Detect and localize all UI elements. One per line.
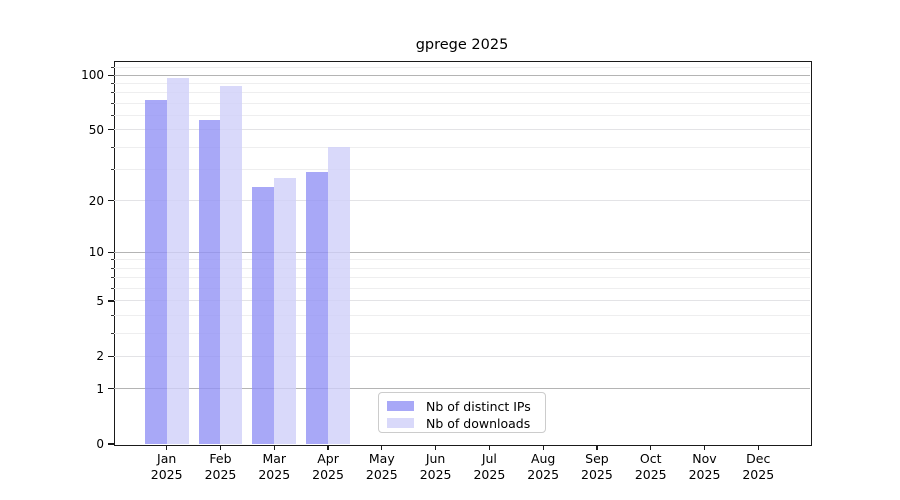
y-tick-mark <box>108 355 114 357</box>
gridline-labeled <box>114 355 810 357</box>
gridline-major <box>114 251 810 253</box>
y-tick-mark-minor <box>111 277 114 279</box>
y-tick-label: 5 <box>96 293 104 308</box>
gridline-minor <box>114 114 810 116</box>
legend-swatch-distinct-ips <box>387 401 414 411</box>
gridline-minor <box>114 146 810 148</box>
x-tick-label-dec: Dec 2025 <box>742 451 775 482</box>
gridline-labeled <box>114 200 810 202</box>
y-tick-label: 10 <box>88 245 104 260</box>
x-tick-mark <box>166 445 168 450</box>
x-tick-label-may: May 2025 <box>365 451 398 482</box>
y-tick-label: 100 <box>81 68 104 83</box>
x-tick-label-oct: Oct 2025 <box>634 451 667 482</box>
y-tick-mark-minor <box>111 287 114 289</box>
legend-item-distinct-ips: Nb of distinct IPs <box>387 398 537 414</box>
gridline-labeled <box>114 300 810 302</box>
x-tick-label-jul: Jul 2025 <box>473 451 506 482</box>
y-tick-label: 20 <box>88 193 104 208</box>
x-tick-mark <box>273 445 275 450</box>
legend: Nb of distinct IPs Nb of downloads <box>378 392 546 433</box>
gridline-minor <box>114 102 810 104</box>
y-tick-mark-minor <box>111 114 114 116</box>
bar-mar-distinct-ips <box>252 186 275 444</box>
gridline-major <box>114 74 810 76</box>
bar-jan-distinct-ips <box>144 100 167 444</box>
x-tick-label-sep: Sep 2025 <box>581 451 613 482</box>
y-tick-mark-minor <box>111 83 114 84</box>
gridline-minor <box>114 169 810 171</box>
x-tick-mark <box>650 445 652 450</box>
bar-feb-downloads <box>220 86 243 444</box>
legend-swatch-downloads <box>387 418 414 428</box>
x-tick-mark <box>596 445 598 450</box>
gridline-minor <box>114 259 810 261</box>
x-tick-label-mar: Mar 2025 <box>258 451 291 482</box>
gridline-minor <box>114 67 810 69</box>
bar-mar-downloads <box>274 177 297 444</box>
y-tick-label: 2 <box>96 349 104 364</box>
gridline-minor <box>114 314 810 316</box>
gridline-major <box>114 388 810 389</box>
x-tick-label-apr: Apr 2025 <box>312 451 344 482</box>
legend-item-downloads: Nb of downloads <box>387 415 537 431</box>
x-tick-mark <box>327 445 329 450</box>
y-tick-mark <box>108 129 114 131</box>
y-tick-mark-minor <box>111 146 114 148</box>
gridline-minor <box>114 83 810 84</box>
y-tick-mark-minor <box>111 259 114 261</box>
x-tick-mark <box>381 445 383 450</box>
y-tick-mark <box>108 300 114 302</box>
y-tick-mark-minor <box>111 92 114 94</box>
y-tick-mark <box>108 74 114 76</box>
legend-label-downloads: Nb of downloads <box>426 415 531 431</box>
bar-jan-downloads <box>166 78 189 444</box>
y-tick-label: 50 <box>88 122 104 137</box>
gridline-minor <box>114 267 810 269</box>
y-tick-mark <box>108 251 114 254</box>
y-tick-mark-minor <box>111 169 114 171</box>
legend-label-distinct-ips: Nb of distinct IPs <box>426 398 531 414</box>
y-tick-label: 1 <box>96 381 104 396</box>
x-tick-label-jan: Jan 2025 <box>150 451 183 482</box>
y-tick-mark-minor <box>111 332 114 334</box>
chart-title: gprege 2025 <box>415 37 509 53</box>
y-tick-mark-minor <box>111 67 114 69</box>
x-tick-mark <box>219 445 222 450</box>
y-tick-mark-minor <box>111 102 114 104</box>
x-tick-mark <box>703 445 706 450</box>
x-tick-mark <box>488 445 491 450</box>
x-tick-label-jun: Jun 2025 <box>419 451 452 482</box>
gridline-minor <box>114 287 810 289</box>
y-tick-mark <box>108 388 114 390</box>
gridline-labeled <box>114 129 810 131</box>
gridline-minor <box>114 92 810 94</box>
bar-feb-distinct-ips <box>198 119 221 444</box>
x-tick-label-aug: Aug 2025 <box>527 451 560 482</box>
x-tick-label-feb: Feb 2025 <box>204 451 237 482</box>
y-tick-label: 0 <box>96 437 104 451</box>
bar-apr-distinct-ips <box>306 172 329 444</box>
x-tick-mark <box>757 445 759 450</box>
gridline-minor <box>114 332 810 334</box>
x-tick-label-nov: Nov 2025 <box>688 451 721 482</box>
gridline-minor <box>114 277 810 279</box>
x-tick-mark <box>434 445 437 450</box>
y-tick-mark-minor <box>111 314 114 316</box>
bar-apr-downloads <box>328 147 350 444</box>
y-tick-mark-minor <box>111 267 114 269</box>
y-tick-mark <box>108 443 114 445</box>
y-tick-mark <box>108 200 114 202</box>
x-tick-mark <box>542 445 544 450</box>
